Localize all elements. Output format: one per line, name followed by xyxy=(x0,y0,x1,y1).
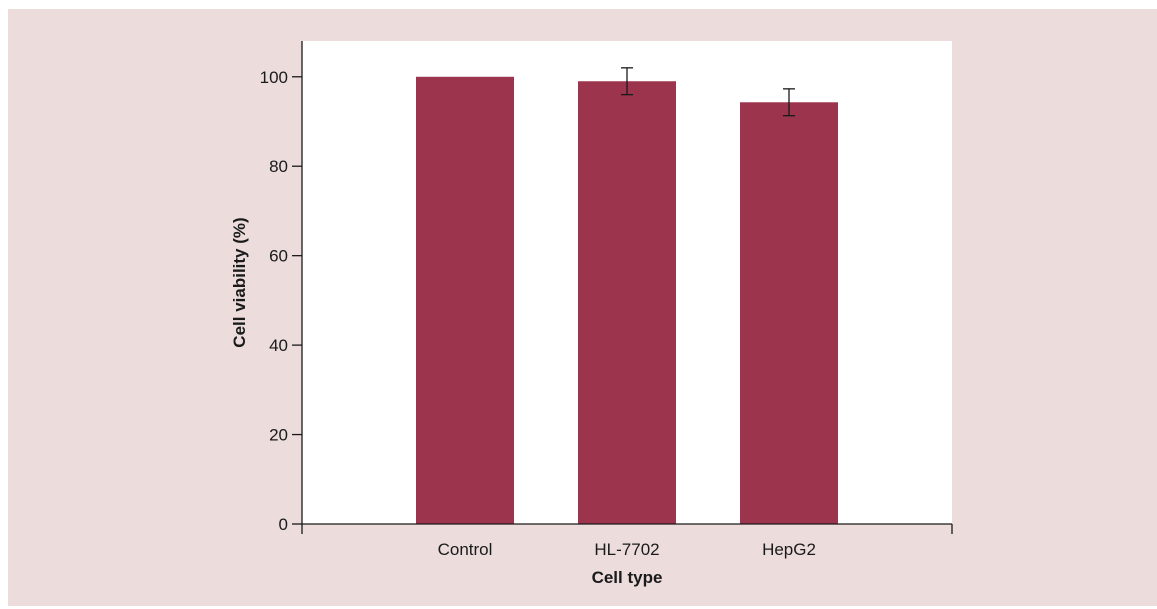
y-tick-label-0: 0 xyxy=(279,515,288,534)
y-axis-title: Cell viability (%) xyxy=(230,217,249,347)
error-bar-hl-7702 xyxy=(621,67,633,96)
y-tick-label-100: 100 xyxy=(260,68,288,87)
error-bar-hepg2 xyxy=(783,88,795,117)
bar-control xyxy=(416,76,514,525)
y-tick-label-40: 40 xyxy=(269,336,288,355)
x-axis-title: Cell type xyxy=(592,568,663,587)
bars-group xyxy=(416,76,838,525)
error-bars-group xyxy=(621,67,795,117)
y-tick-label-80: 80 xyxy=(269,157,288,176)
x-tick-label-control: Control xyxy=(438,540,493,559)
bar-hl-7702 xyxy=(578,81,676,524)
x-tick-label-hl-7702: HL-7702 xyxy=(594,540,659,559)
y-tick-label-20: 20 xyxy=(269,426,288,445)
x-tick-label-hepg2: HepG2 xyxy=(762,540,816,559)
y-tick-label-60: 60 xyxy=(269,247,288,266)
axes-group: 0 20 40 60 80 100 Control HL-7702 HepG2 xyxy=(260,41,953,559)
bar-hepg2 xyxy=(740,102,838,525)
